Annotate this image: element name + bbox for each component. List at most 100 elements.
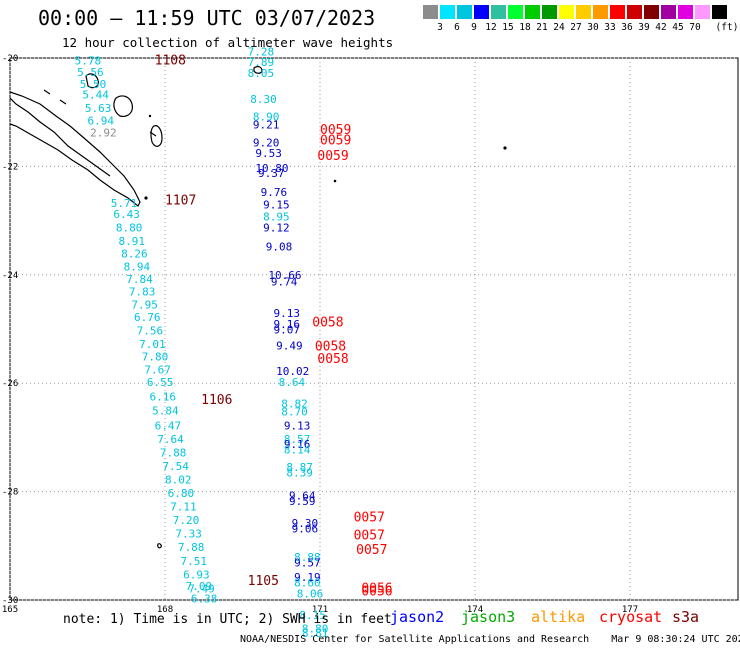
legend-tick-label: 6 bbox=[454, 22, 460, 33]
wave-height-label: 8.70 bbox=[281, 406, 308, 419]
wave-height-label: 9.53 bbox=[255, 147, 282, 160]
wave-height-label: 8.82 bbox=[281, 398, 308, 411]
lon-tick-label: 177 bbox=[622, 605, 638, 615]
wave-height-label: 8.15 bbox=[299, 609, 326, 622]
coastline bbox=[9, 65, 263, 549]
page-subtitle: 12 hour collection of altimeter wave hei… bbox=[62, 35, 394, 50]
legend-swatch bbox=[525, 5, 540, 19]
wave-height-label: 5.63 bbox=[85, 102, 112, 115]
legend-swatch bbox=[576, 5, 591, 19]
wave-height-label: 8.39 bbox=[286, 466, 313, 479]
track-pass-label: 0056 bbox=[361, 585, 392, 600]
wave-height-label: 8.57 bbox=[284, 433, 311, 446]
lat-tick-label: -26 bbox=[2, 379, 18, 389]
wave-height-label: 7.80 bbox=[142, 350, 169, 363]
legend-swatch bbox=[593, 5, 608, 19]
wave-height-label: 9.21 bbox=[253, 118, 279, 131]
wave-height-label: 8.81 bbox=[302, 627, 329, 640]
wave-height-label: 5.71 bbox=[111, 197, 138, 210]
legend-swatch bbox=[627, 5, 642, 19]
legend-swatch bbox=[610, 5, 625, 19]
legend-tick-label: 3 bbox=[437, 22, 443, 33]
wave-height-label: 10.66 bbox=[268, 269, 301, 282]
wave-height-label: 8.02 bbox=[165, 473, 192, 486]
track-pass-label: 0058 bbox=[315, 340, 346, 355]
legend-unit: (ft) bbox=[715, 22, 739, 33]
page-title: 00:00 — 11:59 UTC 03/07/2023 bbox=[38, 6, 376, 30]
wave-height-label: 8.91 bbox=[119, 235, 146, 248]
legend-tick-label: 12 bbox=[485, 22, 497, 33]
wave-height-label: 7.95 bbox=[131, 298, 158, 311]
wave-height-label: 9.57 bbox=[294, 556, 321, 569]
wave-height-label: 8.80 bbox=[116, 221, 142, 234]
legend-swatch bbox=[474, 5, 489, 19]
track-pass-label: 0057 bbox=[354, 528, 385, 543]
wave-height-label: 10.80 bbox=[255, 162, 288, 175]
legend-swatch bbox=[678, 5, 693, 19]
map-grid bbox=[9, 57, 738, 601]
lat-tick-label: -28 bbox=[2, 488, 18, 498]
legend-swatch bbox=[423, 5, 438, 19]
legend-tick-label: 70 bbox=[689, 22, 701, 33]
legend-tick-label: 21 bbox=[536, 22, 548, 33]
track-pass-label: 0058 bbox=[312, 315, 343, 330]
wave-height-label: 9.37 bbox=[258, 167, 285, 180]
legend-tick-label: 39 bbox=[638, 22, 650, 33]
wave-height-label: 8.64 bbox=[279, 376, 306, 389]
wave-height-label: 6.76 bbox=[134, 311, 161, 324]
track-pass-label: 1106 bbox=[201, 393, 232, 408]
satellite-s3a: s3a bbox=[672, 608, 700, 626]
wave-height-label: 7.89 bbox=[248, 56, 275, 69]
wave-height-label: 8.95 bbox=[263, 211, 290, 224]
wave-height-label: 9.07 bbox=[274, 323, 301, 336]
legend-tick-label: 42 bbox=[655, 22, 667, 33]
small-islands bbox=[144, 114, 507, 200]
wave-height-label: 7.84 bbox=[126, 273, 153, 286]
wave-height-label: 8.05 bbox=[248, 67, 275, 80]
legend-tick-label: 15 bbox=[502, 22, 514, 33]
wave-height-label: 8.30 bbox=[250, 93, 277, 106]
wave-height-label: 7.49 bbox=[188, 582, 215, 595]
wave-height-label: 8.26 bbox=[121, 247, 148, 260]
legend-swatch bbox=[508, 5, 523, 19]
wave-height-label: 9.06 bbox=[292, 522, 319, 535]
track-labels: 1108110711061105005900590059005800580058… bbox=[155, 54, 393, 600]
lat-tick-label: -24 bbox=[2, 271, 18, 281]
track-pass-label: 0059 bbox=[317, 149, 348, 164]
wave-height-label: 9.59 bbox=[289, 495, 316, 508]
lon-tick-label: 165 bbox=[2, 605, 18, 615]
wave-height-label: 7.83 bbox=[129, 285, 156, 298]
wave-height-label: 9.08 bbox=[266, 240, 293, 253]
wave-height-label: 7.20 bbox=[173, 514, 200, 527]
credit-line: NOAA/NESDIS Center for Satellite Applica… bbox=[240, 634, 740, 645]
wave-height-label: 8.90 bbox=[253, 110, 279, 123]
wave-height-label: 6.55 bbox=[147, 376, 174, 389]
wave-height-label: 7.09 bbox=[186, 580, 213, 593]
wave-height-label: 8.94 bbox=[124, 260, 151, 273]
wave-height-label: 7.51 bbox=[181, 555, 208, 568]
wave-height-label: 9.30 bbox=[292, 517, 319, 530]
track-pass-label: 0056 bbox=[361, 581, 392, 596]
wave-height-label: 9.20 bbox=[253, 136, 279, 149]
legend-swatch bbox=[695, 5, 710, 19]
wave-height-label: 6.43 bbox=[113, 208, 140, 221]
wave-height-label: 7.88 bbox=[178, 541, 205, 554]
wave-height-label: 9.12 bbox=[263, 221, 290, 234]
legend-swatch bbox=[644, 5, 659, 19]
wave-height-label: 8.14 bbox=[284, 444, 311, 457]
wave-height-label: 2.92 bbox=[90, 127, 117, 140]
wave-height-label: 7.28 bbox=[248, 45, 275, 58]
satellite-jason2: jason2 bbox=[390, 608, 445, 626]
wave-height-label: 6.94 bbox=[88, 115, 115, 128]
lon-tick-label: 168 bbox=[157, 605, 173, 615]
legend-swatch bbox=[457, 5, 472, 19]
wave-height-label: 6.38 bbox=[191, 593, 218, 606]
credit-text: NOAA/NESDIS Center for Satellite Applica… bbox=[240, 634, 590, 645]
legend-swatch bbox=[491, 5, 506, 19]
satellite-jason3: jason3 bbox=[461, 608, 516, 626]
lon-tick-label: 171 bbox=[312, 605, 328, 615]
track-pass-label: 0058 bbox=[317, 352, 348, 367]
track-pass-label: 1108 bbox=[155, 54, 186, 69]
track-pass-label: 0059 bbox=[320, 123, 351, 138]
